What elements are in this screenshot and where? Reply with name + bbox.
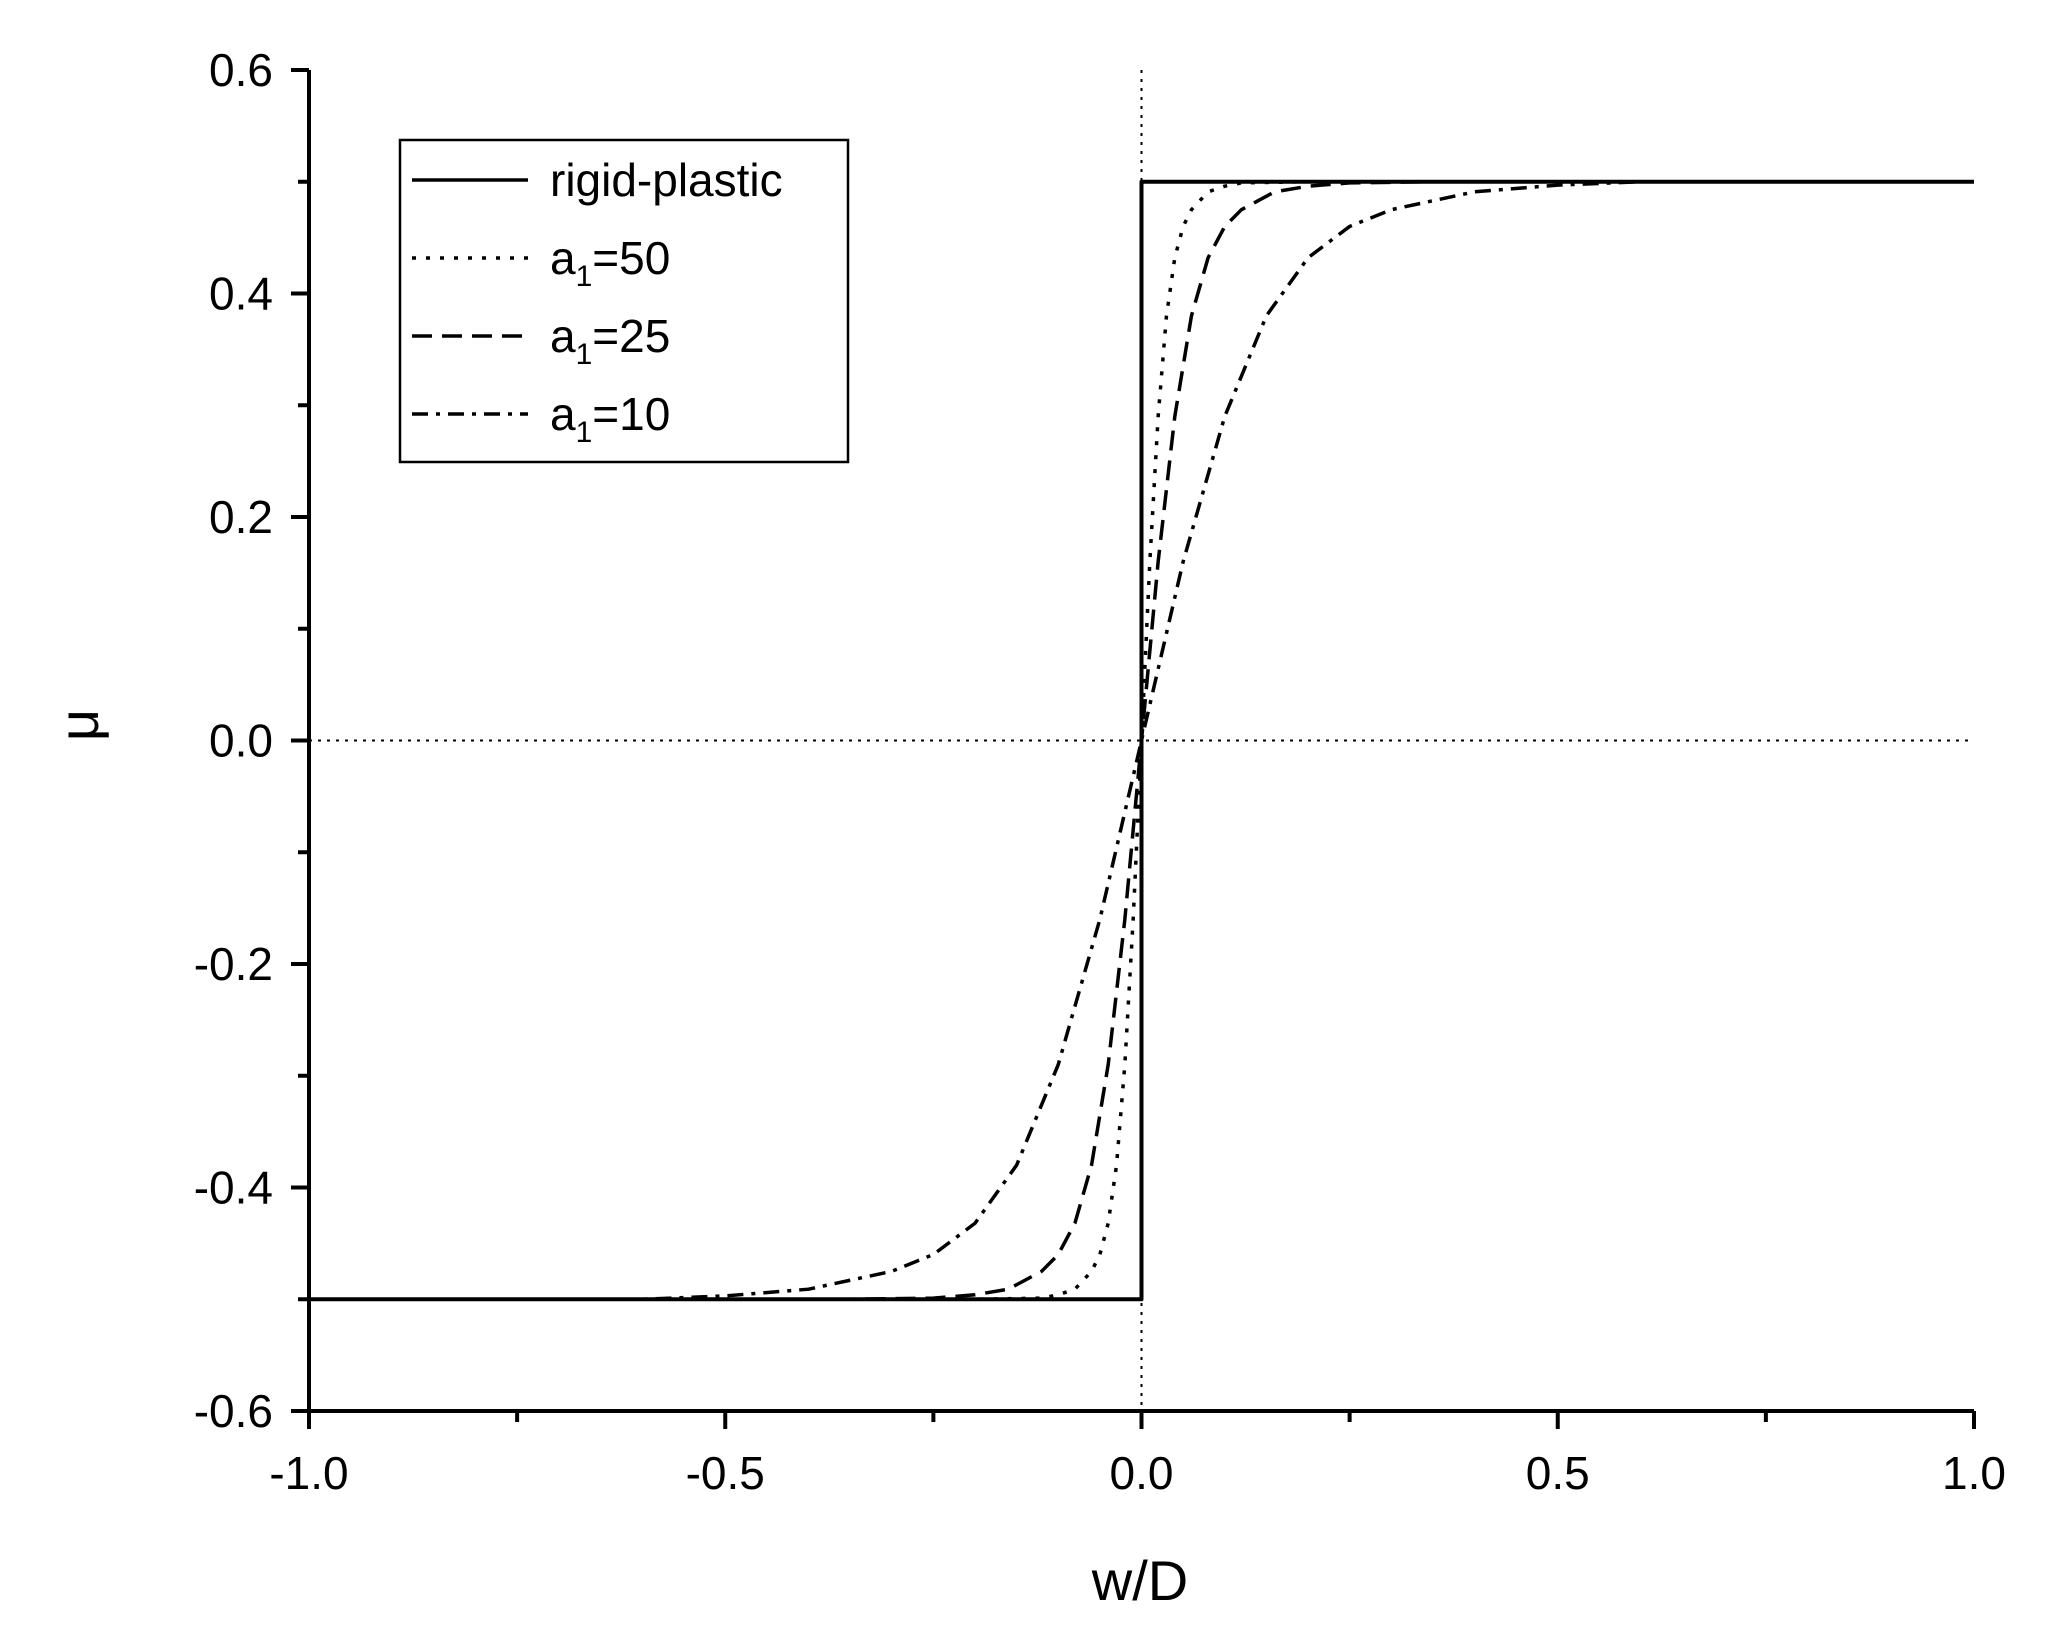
series-line-a1-10 [475,180,1808,1301]
x-tick-label: 0.5 [1526,1447,1590,1499]
y-tick-label: 0.0 [209,715,273,767]
ticks [291,68,1976,1429]
legend-label: a1=50 [550,232,670,293]
legend-label: a1=25 [550,310,670,371]
series-layer [309,179,1974,1302]
y-tick-label: 0.2 [209,491,273,543]
y-axis-title: μ [47,709,110,741]
legend-label: rigid-plastic [550,154,783,206]
series-line-a1-25 [475,180,1808,1301]
x-tick-label: -0.5 [686,1447,765,1499]
legend-label: a1=10 [550,388,670,449]
y-tick-label: -0.2 [194,938,273,990]
x-tick-label: 0.0 [1110,1447,1174,1499]
x-tick-label: -1.0 [269,1447,348,1499]
x-axis-title: w/D [1091,1549,1188,1612]
y-tick-label: 0.6 [209,44,273,96]
x-tick-label: 1.0 [1942,1447,2006,1499]
y-tick-label: -0.6 [194,1385,273,1437]
tick-labels: -1.0 -0.5 0.0 0.5 1.0 -0.6 -0.4 -0.2 0.0 0.2 0.4 0.… [194,44,2006,1499]
series-line-a1-50 [475,180,1808,1301]
legend-box [398,138,850,464]
y-tick-label: 0.4 [209,268,273,320]
legend: rigid-plastic a1=50 a1=25 a1=10 [398,138,850,464]
y-tick-label: -0.4 [194,1162,273,1214]
